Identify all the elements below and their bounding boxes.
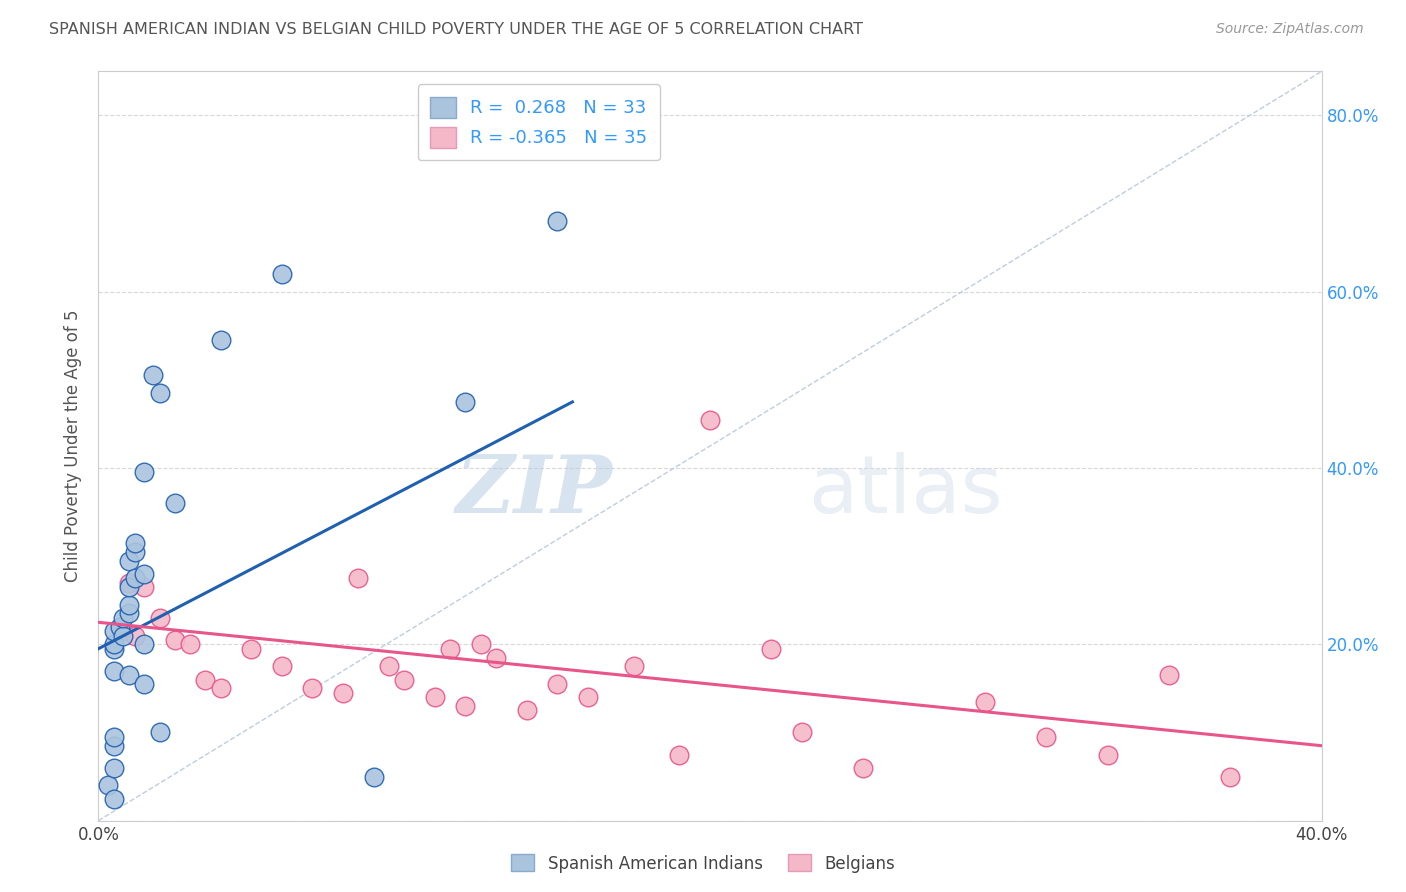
Point (124, 571, 146, 585)
Point (111, 611, 134, 625)
Point (209, 681, 232, 696)
Point (103, 664, 125, 678)
Point (240, 641, 263, 656)
Point (111, 628, 134, 642)
Point (270, 659, 292, 673)
Point (423, 690, 446, 705)
Point (103, 637, 125, 651)
Point (134, 580, 156, 594)
Point (392, 673, 416, 687)
Point (485, 650, 508, 665)
Point (103, 761, 125, 775)
Point (108, 620, 131, 634)
Y-axis label: Child Poverty Under the Age of 5: Child Poverty Under the Age of 5 (65, 310, 83, 582)
Point (103, 739, 125, 753)
Point (118, 598, 141, 612)
Point (974, 695, 997, 709)
Point (124, 628, 146, 642)
Point (790, 725, 813, 739)
Point (149, 386, 172, 401)
Point (347, 571, 370, 585)
Point (699, 412, 721, 426)
Point (363, 770, 385, 784)
Point (124, 536, 146, 550)
Point (1219, 770, 1241, 784)
Point (118, 575, 141, 590)
Point (1157, 668, 1180, 682)
Point (118, 580, 141, 594)
Point (546, 677, 568, 691)
Point (134, 677, 156, 691)
Point (103, 791, 125, 805)
Text: SPANISH AMERICAN INDIAN VS BELGIAN CHILD POVERTY UNDER THE AGE OF 5 CORRELATION : SPANISH AMERICAN INDIAN VS BELGIAN CHILD… (49, 22, 863, 37)
Point (124, 545, 146, 559)
Point (439, 641, 461, 656)
Point (454, 699, 477, 714)
Point (301, 681, 323, 696)
Point (103, 641, 125, 656)
Point (134, 566, 156, 581)
Point (1097, 747, 1119, 762)
Point (668, 747, 690, 762)
Point (163, 496, 186, 510)
Point (134, 637, 156, 651)
Point (759, 641, 782, 656)
Point (118, 668, 141, 682)
Point (179, 637, 201, 651)
Point (134, 466, 156, 480)
Point (332, 686, 354, 700)
Point (118, 607, 141, 621)
Point (194, 673, 217, 687)
Legend: Spanish American Indians, Belgians: Spanish American Indians, Belgians (505, 847, 901, 880)
Text: atlas: atlas (808, 452, 1002, 530)
Point (118, 553, 141, 567)
Text: Source: ZipAtlas.com: Source: ZipAtlas.com (1216, 22, 1364, 37)
Point (103, 730, 125, 744)
Point (163, 632, 186, 647)
Point (623, 659, 645, 673)
Point (516, 703, 538, 717)
Point (103, 624, 125, 639)
Text: ZIP: ZIP (456, 452, 612, 530)
Point (378, 659, 401, 673)
Point (209, 333, 232, 347)
Point (546, 214, 568, 228)
Point (270, 267, 292, 281)
Point (470, 637, 492, 651)
Point (111, 624, 134, 639)
Point (142, 368, 165, 383)
Point (1035, 730, 1057, 744)
Point (149, 725, 172, 739)
Point (97, 778, 120, 792)
Point (454, 395, 477, 409)
Legend: R =  0.268   N = 33, R = -0.365   N = 35: R = 0.268 N = 33, R = -0.365 N = 35 (418, 84, 659, 161)
Point (852, 761, 875, 775)
Point (576, 690, 599, 705)
Point (149, 611, 172, 625)
